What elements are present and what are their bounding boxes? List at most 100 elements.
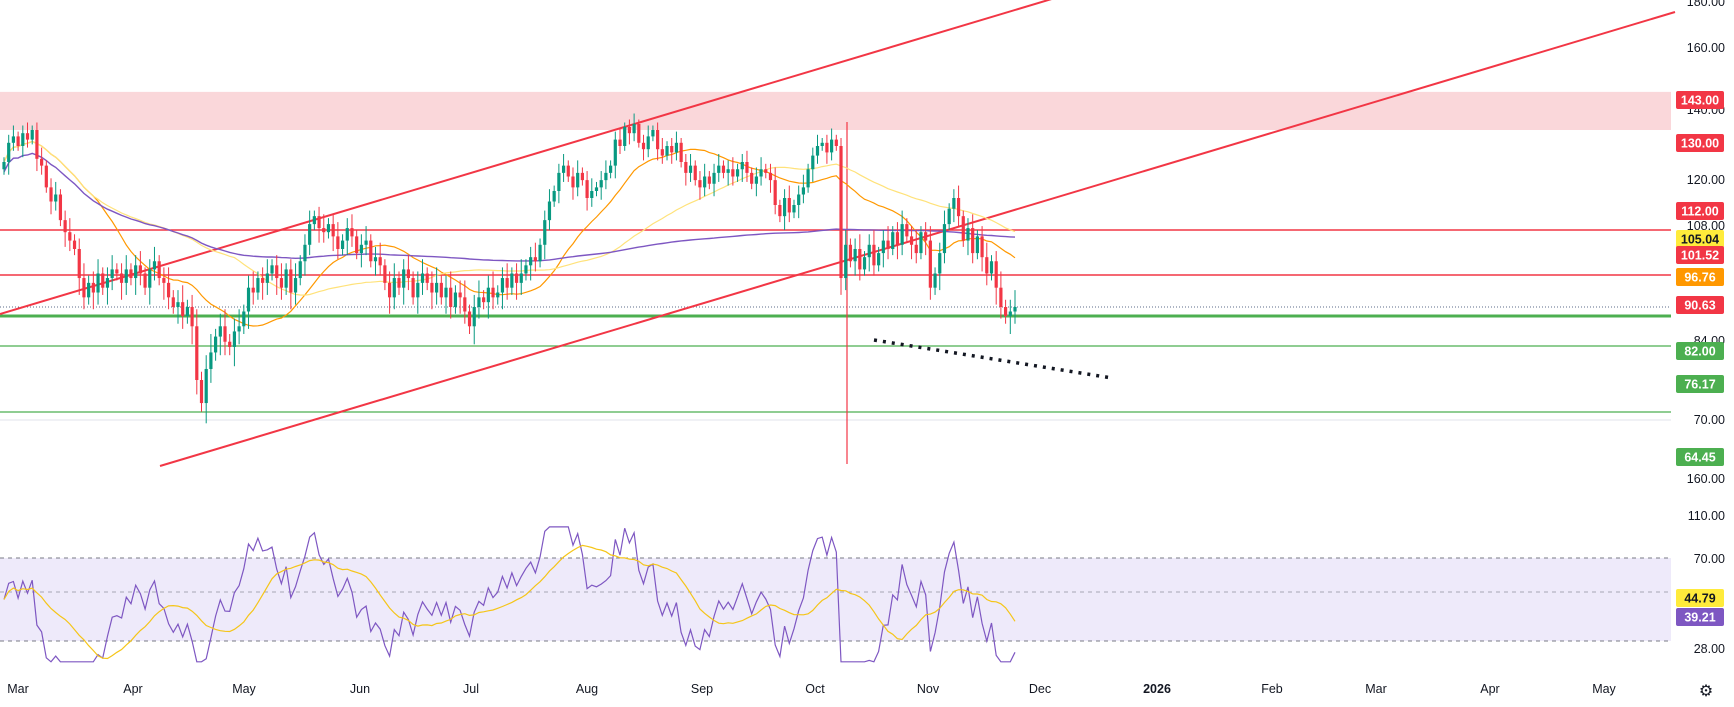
- price-tick-label: 108.00: [1687, 219, 1725, 233]
- candle-body: [425, 273, 429, 283]
- candle-body: [858, 248, 862, 270]
- candle-body: [472, 307, 476, 327]
- candle-body: [72, 240, 77, 249]
- candle-body: [63, 220, 67, 233]
- candle-body: [190, 307, 194, 327]
- x-tick-label: May: [1592, 682, 1616, 696]
- candle-body: [223, 326, 227, 342]
- candle-body: [289, 269, 293, 293]
- candle-body: [11, 136, 16, 143]
- candle-body: [237, 326, 241, 332]
- candle-body: [651, 130, 655, 137]
- candle-body: [439, 282, 443, 298]
- candle-body: [129, 269, 133, 279]
- x-tick-label: Apr: [123, 682, 142, 696]
- candle-body: [707, 176, 711, 184]
- candle-body: [909, 236, 914, 245]
- candle-body: [510, 273, 514, 288]
- price-level-badge-label: 112.00: [1681, 205, 1719, 219]
- candle-body: [148, 269, 152, 288]
- candle-body: [754, 176, 758, 184]
- candle-body: [331, 224, 335, 237]
- ma-slow-line: [3, 152, 1016, 262]
- candle-body: [604, 172, 608, 181]
- candle-body: [994, 261, 998, 288]
- candle-body: [961, 216, 965, 241]
- candle-body: [246, 287, 251, 312]
- candle-body: [256, 278, 260, 293]
- candle-body: [40, 158, 44, 166]
- candle-body: [773, 180, 777, 205]
- candle-body: [298, 261, 302, 279]
- candle-body: [340, 240, 345, 249]
- x-tick-label: Dec: [1029, 682, 1051, 696]
- candle-body: [679, 142, 683, 162]
- candle-body: [453, 292, 458, 307]
- candle-body: [975, 236, 979, 254]
- candle-body: [891, 232, 895, 249]
- candle-body: [176, 302, 180, 307]
- candle-body: [251, 287, 255, 293]
- candle-body: [768, 172, 773, 181]
- candle-body: [482, 297, 486, 303]
- x-tick-label: Jul: [463, 682, 479, 696]
- candle-body: [924, 232, 928, 241]
- x-tick-label: Feb: [1261, 682, 1283, 696]
- candle-body: [16, 136, 20, 146]
- x-tick-label: Jun: [350, 682, 370, 696]
- x-tick-label: Apr: [1480, 682, 1499, 696]
- candle-body: [524, 265, 528, 274]
- candle-body: [759, 169, 763, 177]
- candle-body: [44, 165, 48, 188]
- x-tick-label: Mar: [1365, 682, 1387, 696]
- candle-body: [726, 169, 730, 173]
- candle-body: [881, 240, 885, 254]
- candle-body: [435, 282, 439, 293]
- candle-body: [303, 244, 307, 262]
- candle-body: [632, 124, 636, 134]
- candle-body: [735, 169, 740, 177]
- x-tick-label: Oct: [805, 682, 825, 696]
- candle-body: [336, 236, 340, 249]
- candle-body: [834, 139, 838, 146]
- candle-body: [350, 228, 354, 237]
- candle-body: [914, 244, 918, 254]
- candle-body: [279, 278, 284, 288]
- candlesticks-layer: [2, 113, 1017, 424]
- candle-body: [938, 253, 942, 274]
- candle-body: [848, 244, 853, 262]
- candle-body: [519, 273, 523, 283]
- chart-settings-icon[interactable]: ⚙: [1698, 681, 1714, 700]
- candle-body: [157, 261, 161, 279]
- candle-body: [496, 292, 500, 298]
- channel-lower-line: [159, 11, 1676, 467]
- rsi-value-badge: [1676, 589, 1724, 607]
- candle-body: [623, 127, 627, 146]
- candle-body: [458, 292, 462, 298]
- candle-body: [326, 224, 331, 233]
- candle-body: [91, 282, 95, 293]
- candle-body: [862, 257, 867, 270]
- candle-body: [543, 220, 547, 245]
- price-level-badge-label: 90.63: [1684, 299, 1715, 313]
- candle-body: [134, 265, 138, 279]
- rsi-ma-line: [3, 544, 1016, 660]
- x-tick-label: Aug: [576, 682, 598, 696]
- candle-body: [750, 172, 754, 184]
- rsi-tick-label: 110.00: [1688, 509, 1725, 523]
- x-tick-label: 2026: [1143, 682, 1171, 696]
- candle-body: [373, 257, 378, 262]
- price-lows-dotted-line: [873, 338, 1113, 380]
- candle-body: [905, 224, 909, 237]
- candle-body: [820, 142, 824, 146]
- candle-body: [797, 194, 801, 205]
- candle-body: [49, 187, 53, 202]
- candle-body: [740, 162, 744, 170]
- candle-body: [590, 191, 594, 198]
- candle-body: [166, 282, 171, 298]
- candle-body: [900, 224, 904, 245]
- candle-body: [402, 269, 406, 288]
- price-level-badge-label: 143.00: [1681, 94, 1719, 108]
- candle-body: [538, 244, 542, 262]
